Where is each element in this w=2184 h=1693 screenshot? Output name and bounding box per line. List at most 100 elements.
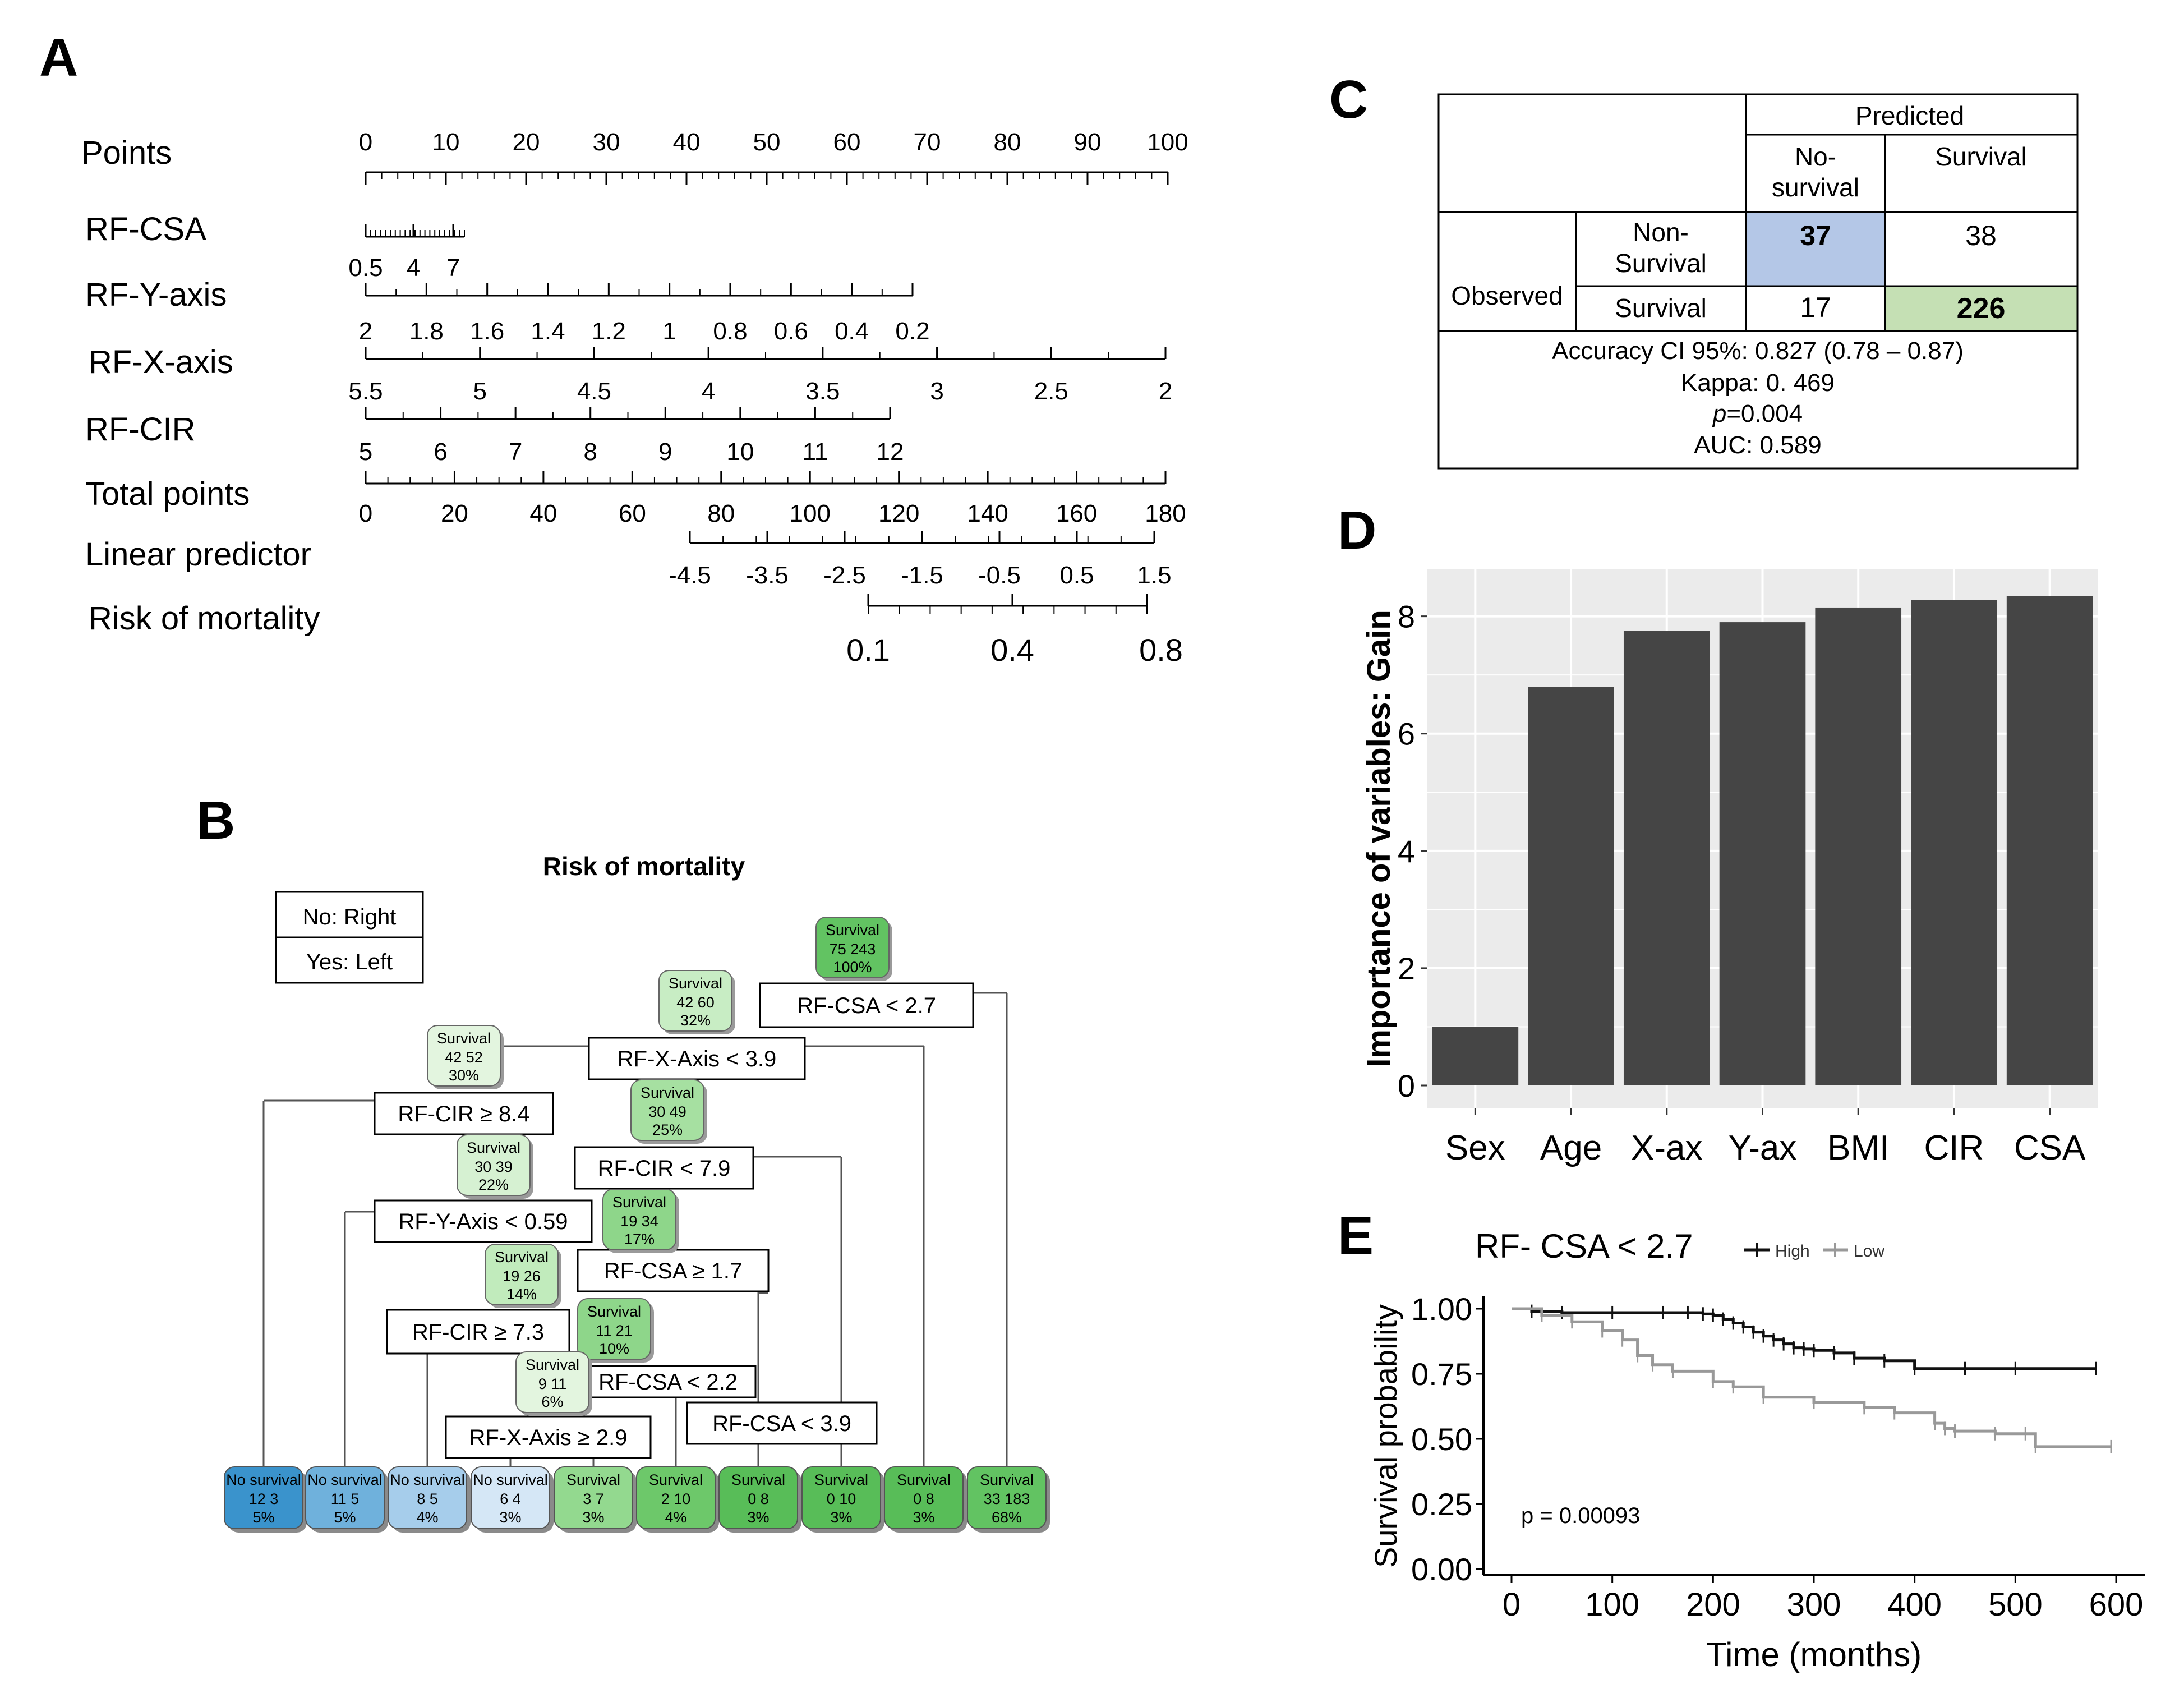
nomo-tick-label: 9 <box>658 438 672 466</box>
nomogram: Points RF-CSA RF-Y-axis RF-X-axis RF-CIR… <box>81 128 1188 668</box>
nomo-tick-label: 2.5 <box>1034 378 1068 405</box>
tree-node-counts: 75 243 <box>830 941 876 958</box>
tree-node-pct: 32% <box>680 1012 711 1029</box>
tree-node-class: Survival <box>587 1303 641 1320</box>
nomo-tick-label: 2 <box>359 318 372 345</box>
tree-split-label: RF-Y-Axis < 0.59 <box>399 1209 568 1234</box>
tree-leaf-class: Survival <box>649 1471 703 1488</box>
cell-nn-bg <box>1746 212 1885 286</box>
tree-node-class: Survival <box>495 1249 549 1266</box>
tree-leaf-counts: 0 8 <box>748 1490 769 1507</box>
nomo-tick-label: 3.5 <box>805 378 840 405</box>
y-tick-label: 0.00 <box>1411 1552 1472 1587</box>
col-no-survival-2: survival <box>1772 173 1859 202</box>
legend-label: Low <box>1854 1242 1884 1260</box>
tree-leaf-class: Survival <box>566 1471 620 1488</box>
panel-label-c: C <box>1329 70 1368 130</box>
tree-leaf-pct: 3% <box>913 1509 934 1526</box>
tree-split-box <box>588 1037 806 1080</box>
panel-label-e: E <box>1338 1206 1374 1266</box>
panel-label-b: B <box>196 790 235 850</box>
nomo-row-label: RF-CSA <box>85 211 206 247</box>
nomo-tick-label: 1.6 <box>470 318 504 345</box>
bar <box>1432 1027 1519 1085</box>
tree-leaf-pct: 3% <box>499 1509 521 1526</box>
cell-ns: 38 <box>1965 220 1997 251</box>
tree-leaf-node <box>388 1466 467 1529</box>
cell-sn: 17 <box>1800 292 1831 323</box>
nomo-tick-label: 180 <box>1145 500 1186 527</box>
tree-split-label: RF-CIR ≥ 8.4 <box>398 1102 529 1126</box>
tree-leaf-counts: 11 5 <box>331 1490 360 1507</box>
tree-internal-node <box>658 970 732 1032</box>
nomo-tick-label: -4.5 <box>669 562 711 589</box>
tree-leaf-pct: 3% <box>830 1509 852 1526</box>
nomo-tick-label: 80 <box>707 500 735 527</box>
x-tick-label: 600 <box>2089 1586 2144 1623</box>
tree-internal-node <box>602 1189 676 1250</box>
tree-node-counts: 42 52 <box>445 1049 483 1066</box>
y-axis-title: Survival probability <box>1368 1304 1403 1568</box>
nomo-tick-label: 7 <box>509 438 522 466</box>
tree-split-label: RF-CSA < 2.2 <box>598 1370 738 1395</box>
tree-node-class: Survival <box>612 1194 666 1211</box>
nomo-tick-label: -0.5 <box>978 562 1021 589</box>
predicted-header: Predicted <box>1855 101 1964 130</box>
nomo-tick-label: 7 <box>446 254 460 282</box>
row-survival: Survival <box>1615 293 1707 323</box>
nomo-tick-label: 30 <box>593 128 620 156</box>
nomo-tick-label: 0.8 <box>1139 632 1183 668</box>
tree-leaf-pct: 3% <box>582 1509 604 1526</box>
tree-split-box <box>574 1146 754 1190</box>
tree-leaf-pct: 5% <box>334 1509 356 1526</box>
y-tick-label: 8 <box>1398 599 1415 634</box>
bar <box>1911 600 1997 1085</box>
nomo-row-label: Risk of mortality <box>89 600 320 637</box>
nomo-tick-label: 160 <box>1056 500 1097 527</box>
confusion-matrix: Predicted No- survival Survival Observed… <box>1437 93 2079 470</box>
col-no-survival-1: No- <box>1795 142 1836 171</box>
y-axis-title: Importance of variables: Gain <box>1361 610 1397 1067</box>
tree-leaf-node <box>224 1466 303 1529</box>
tree-node-counts: 19 34 <box>620 1213 658 1230</box>
stat-p-italic: p <box>1712 400 1726 427</box>
x-tick-label: CSA <box>2014 1129 2086 1167</box>
tree-internal-node <box>515 1351 589 1413</box>
bar <box>1815 607 1902 1085</box>
tree-leaf-counts: 0 10 <box>827 1490 856 1507</box>
tree-node-pct: 30% <box>449 1067 479 1084</box>
y-tick-label: 0.50 <box>1411 1421 1472 1457</box>
nomo-row-label: Total points <box>85 476 250 512</box>
tree-split-label: RF-CSA < 2.7 <box>797 993 936 1018</box>
nomo-tick-label: 5 <box>359 438 372 466</box>
tree-node-class: Survival <box>641 1084 694 1101</box>
cell-nn: 37 <box>1800 220 1831 251</box>
tree-split-label: RF-X-Axis < 3.9 <box>618 1047 776 1071</box>
tree-leaf-class: Survival <box>814 1471 868 1488</box>
tree-leaf-pct: 5% <box>252 1509 274 1526</box>
tree-leaf-counts: 0 8 <box>913 1490 934 1507</box>
nomo-tick-label: 20 <box>513 128 540 156</box>
x-tick-label: 100 <box>1585 1586 1639 1623</box>
tree-legend-no: No: Right <box>303 905 397 930</box>
tree-leaf-class: Survival <box>731 1471 785 1488</box>
nomo-tick-label: 60 <box>833 128 861 156</box>
nomo-tick-label: 1.5 <box>1137 562 1171 589</box>
tree-leaf-pct: 4% <box>416 1509 438 1526</box>
tree-split-box <box>686 1401 878 1445</box>
nomo-tick-label: 50 <box>753 128 781 156</box>
tree-leaf-node <box>718 1466 798 1529</box>
stat-accuracy: Accuracy CI 95%: 0.827 (0.78 – 0.87) <box>1552 337 1964 365</box>
panel-label-a: A <box>39 27 78 88</box>
x-tick-label: Sex <box>1445 1129 1505 1167</box>
nomo-tick-label: 2 <box>1159 378 1172 405</box>
nomo-tick-label: 0.5 <box>348 254 383 282</box>
nomo-tick-label: 0.4 <box>990 632 1034 668</box>
nomo-tick-label: 3 <box>930 378 943 405</box>
chart-title: RF- CSA < 2.7 <box>1475 1227 1693 1265</box>
tree-leaf-class: No survival <box>307 1471 383 1488</box>
nomo-tick-label: 10 <box>726 438 754 466</box>
nomo-tick-label: 5 <box>473 378 486 405</box>
nomo-tick-label: 1 <box>662 318 676 345</box>
tree-internal-node <box>815 917 890 978</box>
